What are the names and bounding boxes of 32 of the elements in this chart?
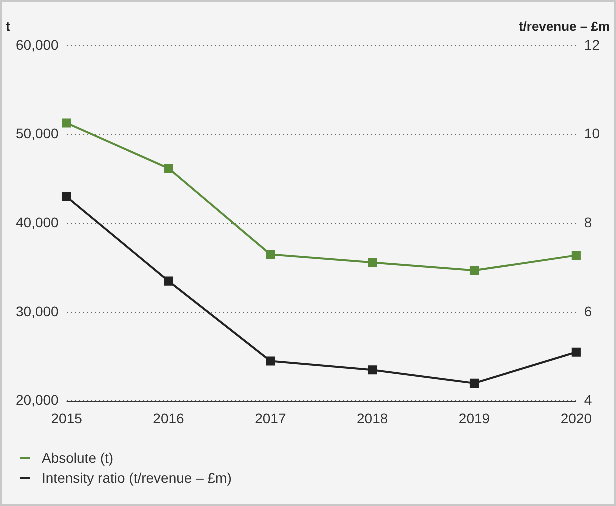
- y-tick-label: 20,000: [16, 392, 60, 408]
- y-tick-label: 40,000: [16, 214, 60, 230]
- y-tick-label: 60,000: [16, 36, 60, 53]
- legend-label: Intensity ratio (t/revenue – £m): [42, 470, 232, 486]
- point: [368, 258, 378, 268]
- point: [62, 118, 72, 128]
- point: [572, 348, 581, 357]
- point: [470, 378, 480, 388]
- y-tick-label: 30,000: [16, 303, 60, 320]
- point: [368, 366, 378, 375]
- x-tick-label: 2020: [560, 410, 592, 426]
- point: [62, 192, 72, 202]
- y2-tick-label: 10: [584, 126, 600, 142]
- y-axis-title: t: [6, 19, 11, 34]
- point: [164, 276, 174, 286]
- y2-tick-label: 12: [584, 36, 600, 53]
- point: [470, 266, 480, 276]
- point: [164, 164, 174, 174]
- point: [572, 251, 581, 260]
- y-tick-label: 50,000: [16, 126, 60, 142]
- point: [266, 250, 276, 260]
- x-tick-label: 2017: [255, 410, 286, 426]
- x-tick-label: 2015: [51, 410, 83, 426]
- y2-tick-label: 8: [584, 214, 592, 230]
- y2-tick-label: 6: [584, 303, 592, 320]
- x-tick-label: 2016: [153, 410, 185, 426]
- y2-axis-title: t/revenue – £m: [518, 19, 610, 34]
- y2-tick-label: 4: [584, 392, 592, 408]
- x-tick-label: 2019: [458, 410, 490, 426]
- legend-label: Absolute (t): [42, 450, 114, 466]
- x-tick-label: 2018: [357, 410, 388, 426]
- point: [266, 356, 276, 366]
